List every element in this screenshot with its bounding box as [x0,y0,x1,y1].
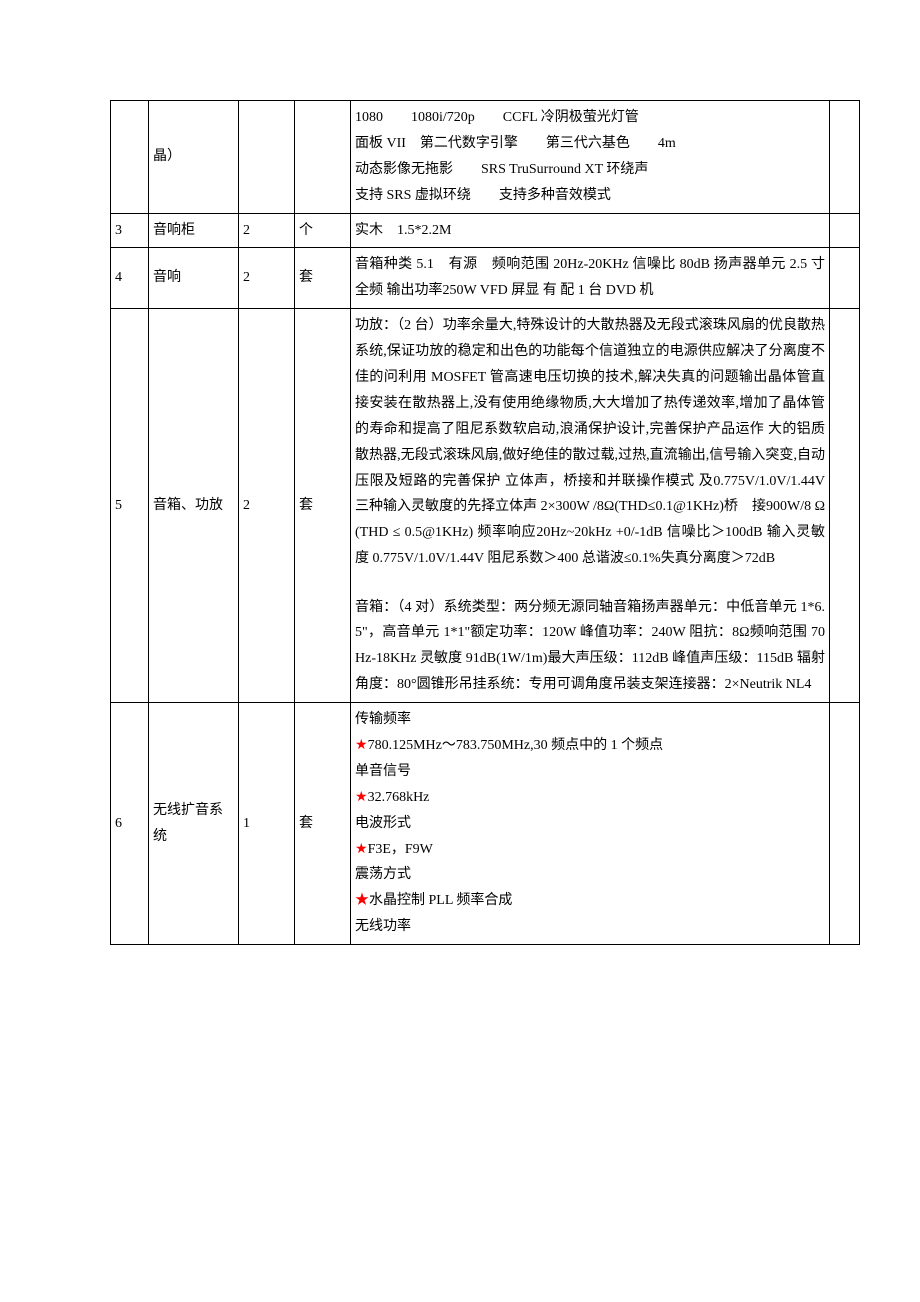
cell-name: 晶） [149,101,239,214]
cell-qty: 2 [239,309,295,703]
spec-paragraph: 功放：（2 台）功率余量大,特殊设计的大散热器及无段式滚珠风扇的优良散热系统,保… [355,313,825,572]
table-row: 晶） 1080 1080i/720p CCFL 冷阴极萤光灯管面板 VII 第二代… [111,101,860,214]
cell-unit: 套 [295,248,351,309]
star-icon: ★ [355,790,368,805]
cell-index: 3 [111,213,149,248]
cell-qty: 2 [239,213,295,248]
star-icon: ★ [355,738,368,753]
cell-qty [239,101,295,214]
cell-unit: 套 [295,703,351,945]
cell-name: 无线扩音系统 [149,703,239,945]
cell-spec: 实木 1.5*2.2M [351,213,830,248]
star-icon: ★ [355,842,368,857]
cell-name: 音响 [149,248,239,309]
cell-spec: 1080 1080i/720p CCFL 冷阴极萤光灯管面板 VII 第二代数字… [351,101,830,214]
spec-table: 晶） 1080 1080i/720p CCFL 冷阴极萤光灯管面板 VII 第二代… [110,100,860,945]
cell-unit [295,101,351,214]
star-icon: ★ [355,893,369,908]
cell-index: 5 [111,309,149,703]
cell-last [830,703,860,945]
cell-qty: 2 [239,248,295,309]
cell-spec: 音箱种类 5.1 有源 频响范围 20Hz-20KHz 信噪比 80dB 扬声器… [351,248,830,309]
cell-index [111,101,149,214]
cell-name: 音箱、功放 [149,309,239,703]
cell-spec: 传输频率★780.125MHz～783.750MHz,30 频点中的 1 个频点… [351,703,830,945]
cell-name: 音响柜 [149,213,239,248]
cell-last [830,101,860,214]
table-row: 6无线扩音系统1套传输频率★780.125MHz～783.750MHz,30 频… [111,703,860,945]
table-row: 3音响柜2个实木 1.5*2.2M [111,213,860,248]
cell-index: 6 [111,703,149,945]
table-row: 5音箱、功放2套功放：（2 台）功率余量大,特殊设计的大散热器及无段式滚珠风扇的… [111,309,860,703]
cell-spec: 功放：（2 台）功率余量大,特殊设计的大散热器及无段式滚珠风扇的优良散热系统,保… [351,309,830,703]
cell-last [830,213,860,248]
cell-unit: 个 [295,213,351,248]
cell-index: 4 [111,248,149,309]
cell-unit: 套 [295,309,351,703]
cell-last [830,309,860,703]
table-row: 4音响2套音箱种类 5.1 有源 频响范围 20Hz-20KHz 信噪比 80d… [111,248,860,309]
document-page: 晶） 1080 1080i/720p CCFL 冷阴极萤光灯管面板 VII 第二代… [0,0,920,985]
cell-last [830,248,860,309]
spec-paragraph: 音箱：（4 对）系统类型：两分频无源同轴音箱扬声器单元：中低音单元 1*6.5"… [355,595,825,699]
cell-qty: 1 [239,703,295,945]
